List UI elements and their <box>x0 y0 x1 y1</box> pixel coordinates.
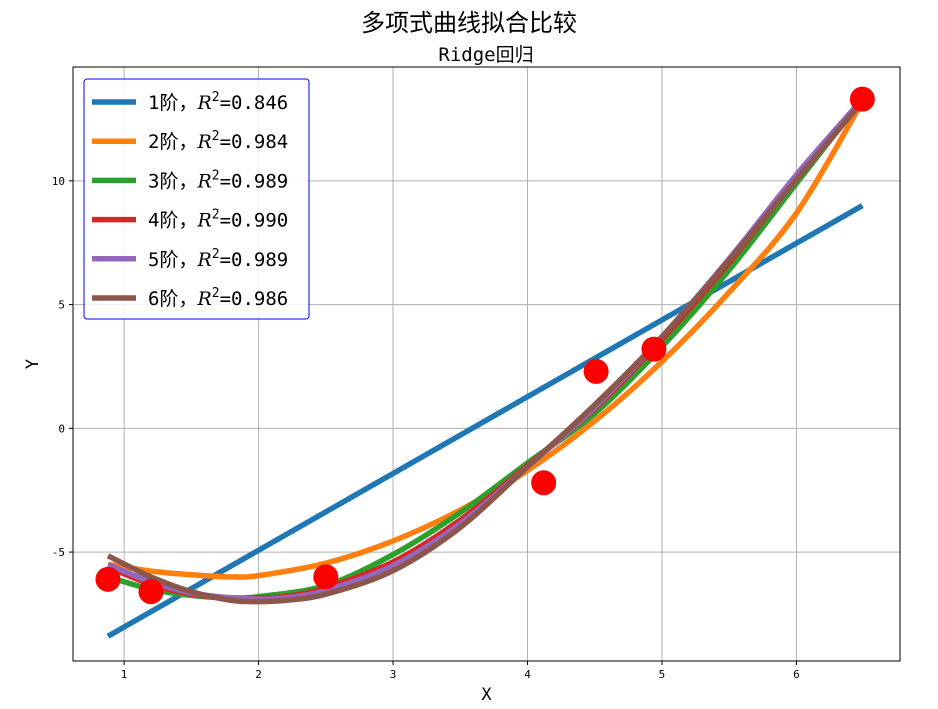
series-line-1 <box>106 203 864 639</box>
legend-order: 4阶， <box>148 210 197 232</box>
legend-r-symbol: R <box>196 131 211 153</box>
plot-area <box>95 86 875 639</box>
x-tick-label: 2 <box>255 668 262 681</box>
data-point <box>531 470 557 496</box>
axes-frame <box>72 66 901 662</box>
data-point <box>583 358 609 384</box>
legend-label-2: 2阶，R2=0.984 <box>148 129 288 153</box>
legend-superscript: 2 <box>212 208 220 223</box>
data-point <box>95 566 121 592</box>
legend-box <box>83 78 310 320</box>
legend-superscript: 2 <box>212 247 220 262</box>
data-point <box>849 86 875 112</box>
x-tick-label: 6 <box>793 668 800 681</box>
x-tick-label: 5 <box>659 668 666 681</box>
legend-label-1: 1阶，R2=0.846 <box>148 90 288 114</box>
legend-r-symbol: R <box>196 288 211 310</box>
y-tick-label: 5 <box>58 299 65 312</box>
data-point <box>138 579 164 605</box>
y-axis-label: Y <box>23 359 43 369</box>
chart-title: 多项式曲线拟合比较 <box>361 9 577 37</box>
legend-order: 2阶， <box>148 131 197 153</box>
data-point <box>313 564 339 590</box>
legend-r2-value: =0.989 <box>220 170 289 192</box>
y-tick-label: 0 <box>58 422 65 435</box>
legend-r-symbol: R <box>196 170 211 192</box>
legend-label-4: 4阶，R2=0.990 <box>148 208 288 232</box>
chart-subtitle: Ridge回归 <box>438 44 533 66</box>
legend: 1阶，R2=0.8462阶，R2=0.9843阶，R2=0.9894阶，R2=0… <box>83 78 310 320</box>
legend-superscript: 2 <box>212 168 220 183</box>
legend-r2-value: =0.990 <box>220 210 289 232</box>
x-axis-label: X <box>481 685 492 705</box>
y-tick-label: 10 <box>52 175 65 188</box>
legend-r2-value: =0.986 <box>220 288 289 310</box>
legend-order: 3阶， <box>148 170 197 192</box>
legend-r-symbol: R <box>196 210 211 232</box>
legend-r-symbol: R <box>196 249 211 271</box>
legend-superscript: 2 <box>212 129 220 144</box>
legend-label-6: 6阶，R2=0.986 <box>148 286 288 310</box>
legend-r2-value: =0.846 <box>220 92 289 114</box>
legend-r2-value: =0.989 <box>220 249 289 271</box>
axis-ticks: 1 2 3 4 5 6 -5 0 5 10 <box>52 175 800 681</box>
legend-order: 5阶， <box>148 249 197 271</box>
y-tick-label: -5 <box>52 546 65 559</box>
legend-r-symbol: R <box>196 92 211 114</box>
series-line-6 <box>106 99 865 605</box>
x-tick-label: 1 <box>121 668 128 681</box>
x-tick-label: 3 <box>390 668 397 681</box>
legend-label-3: 3阶，R2=0.989 <box>148 168 288 192</box>
legend-r2-value: =0.984 <box>220 131 289 153</box>
legend-superscript: 2 <box>212 90 220 105</box>
legend-order: 1阶， <box>148 92 197 114</box>
legend-label-5: 5阶，R2=0.989 <box>148 247 288 271</box>
legend-superscript: 2 <box>212 286 220 301</box>
legend-order: 6阶， <box>148 288 197 310</box>
x-tick-label: 4 <box>524 668 531 681</box>
data-point <box>641 336 667 362</box>
